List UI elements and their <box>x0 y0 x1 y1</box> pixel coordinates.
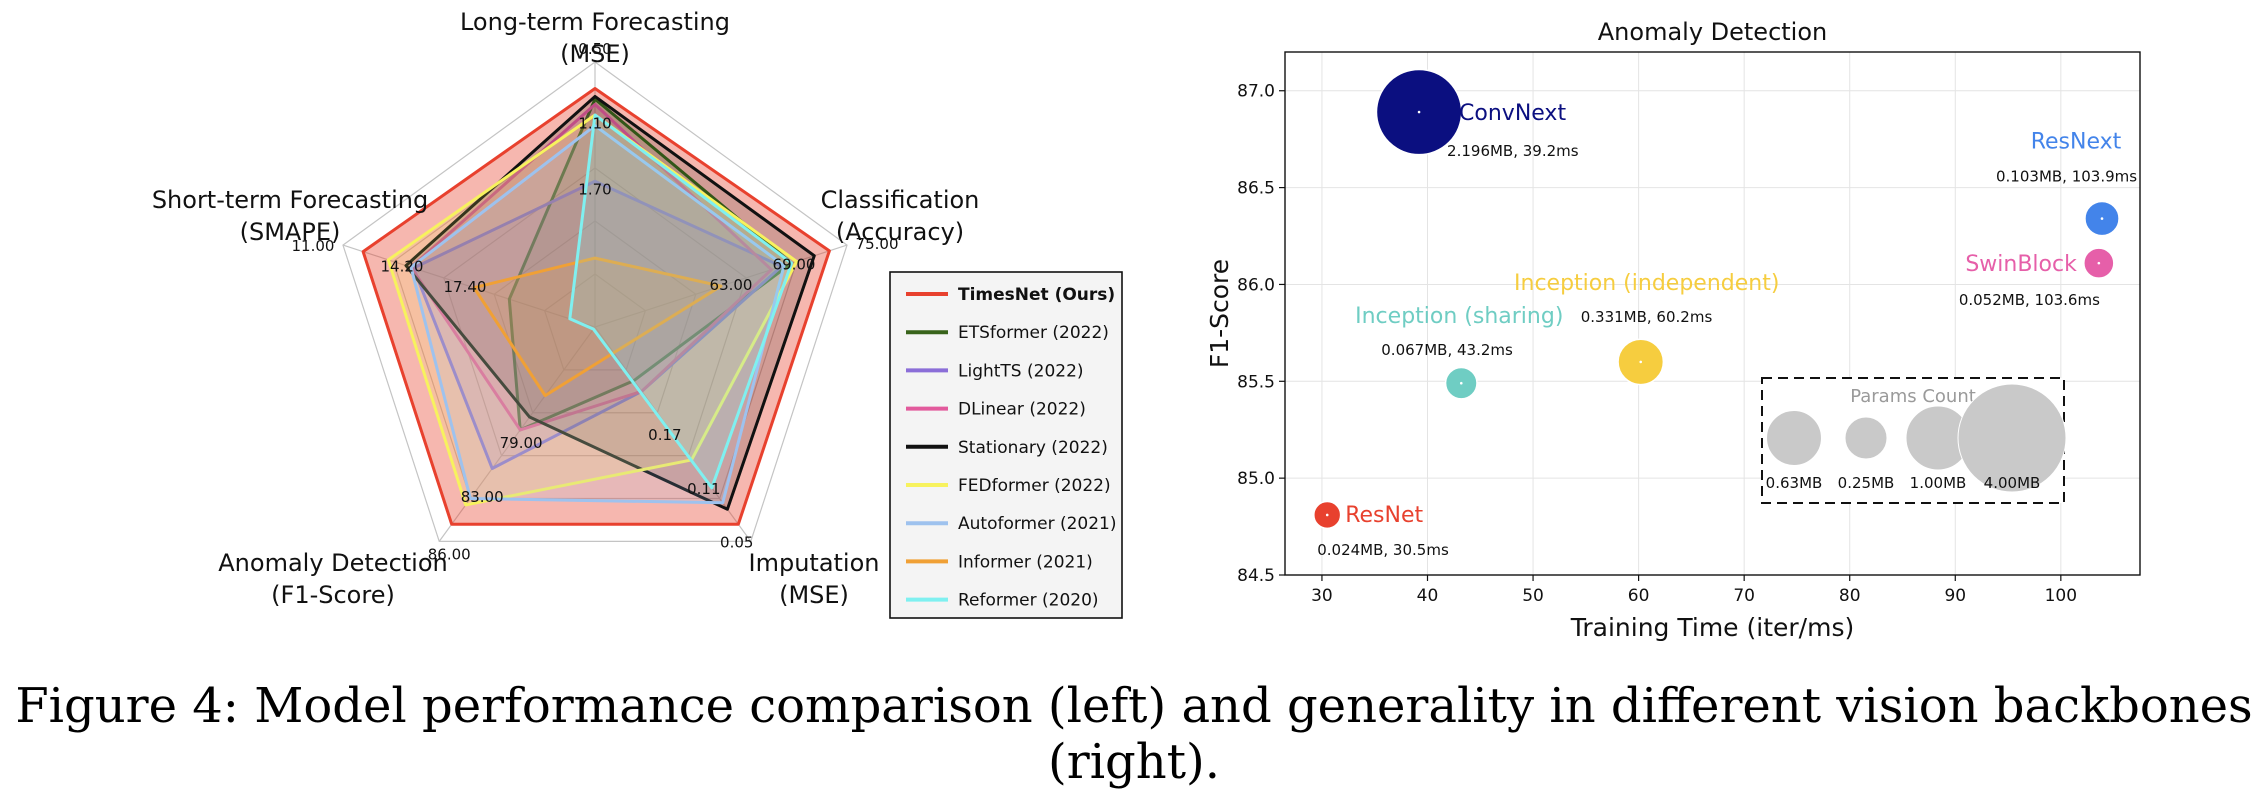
scatter-point-label-0: ResNet <box>1345 503 1423 528</box>
radar-tick-1-1: 69.00 <box>773 256 816 274</box>
scatter-point-label-4: ResNext <box>2031 130 2122 155</box>
radar-tick-4-2: 17.40 <box>444 278 487 296</box>
params-legend-label-2: 1.00MB <box>1910 474 1967 492</box>
radar-grid-ring-0 <box>543 273 647 371</box>
radar-series-8 <box>568 113 794 490</box>
scatter-point-annotation-4: 0.103MB, 103.9ms <box>1996 168 2137 186</box>
params-legend-label-3: 4.00MB <box>1984 474 2041 492</box>
radar-tick-0-2: 1.70 <box>578 181 611 199</box>
scatter-xtick-7: 100 <box>2045 586 2077 606</box>
radar-series-2 <box>412 179 784 470</box>
radar-series-6 <box>409 124 786 505</box>
scatter-point-label-5: SwinBlock <box>1965 252 2077 277</box>
scatter-point-label-2: Inception (independent) <box>1514 271 1779 296</box>
radar-axis-label-3-1: (F1-Score) <box>271 581 395 609</box>
scatter-point-annotation-3: 2.196MB, 39.2ms <box>1447 142 1579 160</box>
legend-label-6: Autoformer (2021) <box>958 514 1117 534</box>
radar-series-7 <box>472 256 723 398</box>
scatter-ytick-1: 85.0 <box>1237 469 1275 489</box>
scatter-point-annotation-5: 0.052MB, 103.6ms <box>1959 291 2100 309</box>
legend-label-2: LightTS (2022) <box>958 361 1084 381</box>
radar-series-5 <box>386 113 799 507</box>
scatter-point-label-3: ConvNext <box>1459 101 1566 126</box>
radar-series-3 <box>409 102 773 432</box>
params-legend-label-0: 0.63MB <box>1766 474 1823 492</box>
params-legend-title: Params Count <box>1850 386 1976 407</box>
legend-label-4: Stationary (2022) <box>958 438 1108 458</box>
radar-axis-label-1-1: (Accuracy) <box>836 218 964 246</box>
radar-chart: 0.50 1.10 1.70 75.00 69.00 63.00 0.05 0.11 0.17 8… <box>152 8 980 609</box>
radar-tick-2-0: 0.05 <box>720 533 753 551</box>
radar-tick-4-1: 14.20 <box>381 258 424 276</box>
radar-grid-ring-2 <box>443 167 747 457</box>
scatter-ytick-2: 85.5 <box>1237 372 1275 392</box>
scatter-xlabel: Training Time (iter/ms) <box>1570 613 1854 642</box>
radar-axis-label-3-0: Anomaly Detection <box>218 549 448 577</box>
figure-caption: Figure 4: Model performance comparison (… <box>15 678 2253 790</box>
params-legend-bubble-3 <box>1957 383 2067 493</box>
scatter-xtick-4: 70 <box>1733 586 1755 606</box>
radar-tick-0-0: 0.50 <box>578 40 611 58</box>
legend-label-3: DLinear (2022) <box>958 400 1086 420</box>
scatter-xtick-5: 80 <box>1839 586 1861 606</box>
scatter-frame <box>1284 51 2141 576</box>
scatter-ytick-5: 87.0 <box>1237 82 1275 102</box>
radar-axis-label-4-0: Short-term Forecasting <box>152 186 428 214</box>
legend-label-7: Informer (2021) <box>958 552 1093 572</box>
figure-canvas: 0.50 1.10 1.70 75.00 69.00 63.00 0.05 0.11 0.17 8… <box>152 8 2141 642</box>
scatter-xtick-2: 50 <box>1522 586 1544 606</box>
params-legend-label-1: 0.25MB <box>1838 474 1895 492</box>
scatter-xtick-3: 60 <box>1628 586 1650 606</box>
legend-label-0: TimesNet (Ours) <box>958 285 1115 305</box>
radar-axis-label-2-0: Imputation <box>749 549 880 577</box>
scatter-point-center-4 <box>2100 217 2104 220</box>
scatter-point-annotation-1: 0.067MB, 43.2ms <box>1381 341 1513 359</box>
scatter-point-label-1: Inception (sharing) <box>1355 304 1563 329</box>
scatter-title: Anomaly Detection <box>1598 18 1828 46</box>
radar-tick-2-2: 0.17 <box>648 426 681 444</box>
scatter-point-center-0 <box>1325 513 1329 517</box>
legend-label-5: FEDformer (2022) <box>958 476 1111 496</box>
scatter-point-center-2 <box>1639 360 1643 364</box>
scatter-chart: 30 40 50 60 70 80 90 100 84.5 85.0 85.5 86.0 86.5 87.… <box>1205 18 2141 642</box>
params-legend-bubble-0 <box>1766 410 1822 466</box>
scatter-point-center-5 <box>2097 261 2101 265</box>
radar-axis-label-1-0: Classification <box>821 186 980 214</box>
legend-label-1: ETSformer (2022) <box>958 323 1109 343</box>
scatter-point-annotation-0: 0.024MB, 30.5ms <box>1317 541 1449 559</box>
scatter-point-annotation-2: 0.331MB, 60.2ms <box>1581 308 1713 326</box>
radar-tick-3-1: 83.00 <box>461 488 504 506</box>
scatter-xtick-6: 90 <box>1944 586 1966 606</box>
radar-tick-2-1: 0.11 <box>687 480 720 498</box>
scatter-point-center-3 <box>1417 110 1421 114</box>
legend-label-8: Reformer (2020) <box>958 591 1099 611</box>
radar-tick-0-1: 1.10 <box>578 114 611 132</box>
radar-spoke-4 <box>342 244 596 328</box>
scatter-xtick-1: 40 <box>1417 586 1439 606</box>
radar-axis-label-2-1: (MSE) <box>779 581 849 609</box>
radar-tick-4-0: 11.00 <box>291 237 334 255</box>
scatter-xtick-0: 30 <box>1311 586 1333 606</box>
radar-tick-1-2: 63.00 <box>710 276 753 294</box>
scatter-ylabel: F1-Score <box>1205 259 1234 368</box>
radar-axis-label-0-1: (MSE) <box>560 40 630 68</box>
radar-axis-label-0-0: Long-term Forecasting <box>460 8 730 36</box>
radar-tick-3-2: 79.00 <box>500 434 543 452</box>
radar-axis-label-4-1: (SMAPE) <box>240 218 341 246</box>
radar-grid-ring-4 <box>342 61 848 542</box>
scatter-point-center-1 <box>1459 381 1463 385</box>
radar-tick-3-0: 86.00 <box>428 545 471 563</box>
radar-tick-1-0: 75.00 <box>856 235 899 253</box>
radar-legend: TimesNet (Ours) ETSformer (2022) LightTS (… <box>889 271 1123 619</box>
params-legend-bubble-1 <box>1844 416 1888 460</box>
scatter-ytick-0: 84.5 <box>1237 566 1275 586</box>
radar-grid-ring-1 <box>493 220 697 414</box>
scatter-ytick-4: 86.5 <box>1237 179 1275 199</box>
scatter-ytick-3: 86.0 <box>1237 275 1275 295</box>
